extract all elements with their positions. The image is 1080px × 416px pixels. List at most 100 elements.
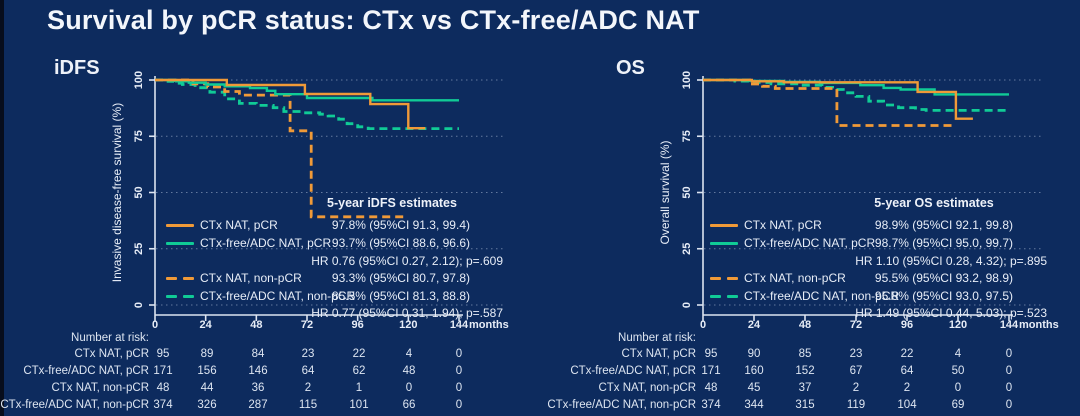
risk-value-os-2-3: 2: [852, 382, 860, 394]
risk-value-os-0-3: 23: [849, 348, 863, 360]
risk-row-label-os-3: CTx-free/ADC NAT, non-pCR: [547, 399, 696, 411]
risk-value-os-2-1: 45: [747, 382, 761, 394]
legend-swatch-solid-teal: [710, 242, 738, 245]
survival-curve-os-2: [703, 78, 956, 127]
risk-value-idfs-2-6: 0: [455, 382, 463, 394]
risk-value-os-0-4: 22: [900, 348, 914, 360]
dash-segment: [727, 295, 738, 298]
legend-label-os-2: CTx NAT, non-pCR: [744, 271, 846, 285]
legend-swatch-dashed-orange: [166, 277, 194, 280]
risk-value-idfs-2-3: 2: [304, 382, 312, 394]
risk-value-idfs-1-5: 48: [402, 365, 416, 377]
risk-value-idfs-0-0: 95: [156, 348, 170, 360]
legend-header-idfs: 5-year iDFS estimates: [327, 196, 457, 210]
dash-segment: [727, 277, 738, 280]
risk-value-os-3-2: 315: [795, 399, 815, 411]
risk-value-os-3-6: 0: [1005, 399, 1013, 411]
x-tick-label: 144: [450, 319, 469, 331]
risk-value-os-0-5: 4: [954, 348, 962, 360]
risk-row-label-os-1: CTx-free/ADC NAT, pCR: [570, 365, 696, 377]
legend-label-idfs-1: CTx-free/ADC NAT, pCR: [200, 236, 332, 250]
legend-swatch-dashed-teal: [710, 295, 738, 298]
risk-value-idfs-3-5: 66: [402, 399, 416, 411]
risk-value-idfs-1-2: 146: [248, 365, 268, 377]
page-title: Survival by pCR status: CTx vs CTx-free/…: [47, 5, 700, 35]
y-tick-label: 75: [681, 130, 693, 142]
y-axis-title: Invasive disease-free survival (%): [110, 103, 124, 282]
panel-title-idfs: iDFS: [54, 57, 100, 79]
risk-row-label-os-2: CTx NAT, non-pCR: [598, 382, 696, 394]
risk-row-label-idfs-3: CTx-free/ADC NAT, non-pCR: [0, 399, 149, 411]
risk-value-os-0-1: 90: [747, 348, 761, 360]
risk-value-idfs-2-5: 0: [405, 382, 413, 394]
risk-value-os-3-1: 344: [744, 399, 764, 411]
estimate-value-os-0: 98.9% (95%CI 92.1, 99.8): [874, 218, 1013, 232]
x-tick-label: 72: [301, 319, 313, 331]
x-tick-label: 24: [200, 319, 213, 331]
dash-segment: [710, 277, 721, 280]
x-tick-label: 120: [949, 319, 967, 331]
hr-text-os-1: HR 1.49 (95%CI 0.44, 5.03); p=.523: [855, 306, 1047, 320]
risk-value-idfs-1-6: 0: [455, 365, 463, 377]
risk-value-os-3-4: 104: [897, 399, 917, 411]
risk-value-idfs-3-0: 374: [153, 399, 173, 411]
risk-value-os-3-3: 119: [846, 399, 866, 411]
dash-segment: [166, 277, 177, 280]
estimate-value-idfs-0: 97.8% (95%CI 91.3, 99.4): [331, 218, 470, 232]
risk-value-idfs-0-6: 0: [455, 348, 463, 360]
line-segment: [710, 224, 738, 227]
legend-swatch-solid-teal: [166, 242, 194, 245]
risk-value-os-2-4: 2: [903, 382, 911, 394]
legend-header-os: 5-year OS estimates: [874, 196, 994, 210]
legend-swatch-solid-orange: [166, 224, 194, 227]
y-tick-label: 100: [681, 71, 693, 89]
x-tick-label: 72: [850, 319, 862, 331]
risk-value-idfs-3-6: 0: [455, 399, 463, 411]
risk-value-os-1-4: 64: [900, 365, 914, 377]
risk-value-idfs-3-3: 115: [298, 399, 318, 411]
x-tick-label: 0: [700, 319, 706, 331]
risk-row-label-idfs-0: CTx NAT, pCR: [74, 348, 149, 360]
risk-value-os-0-0: 95: [704, 348, 718, 360]
y-tick-label: 25: [133, 243, 145, 255]
risk-value-idfs-3-4: 101: [349, 399, 369, 411]
risk-row-label-idfs-1: CTx-free/ADC NAT, pCR: [23, 365, 149, 377]
risk-value-idfs-1-3: 64: [301, 365, 315, 377]
risk-row-label-os-0: CTx NAT, pCR: [621, 348, 696, 360]
slide-edge: [0, 0, 4, 416]
risk-value-idfs-0-4: 22: [352, 348, 366, 360]
estimate-value-os-3: 95.8% (95%CI 93.0, 97.5): [874, 289, 1013, 303]
y-tick-label: 50: [681, 186, 693, 198]
risk-row-label-idfs-2: CTx NAT, non-pCR: [51, 382, 149, 394]
risk-table-header-os: Number at risk:: [618, 332, 696, 344]
legend-swatch-dashed-orange: [710, 277, 738, 280]
legend-label-os-3: CTx-free/ADC NAT, non-pCR: [744, 289, 900, 303]
risk-value-os-1-2: 152: [795, 365, 815, 377]
x-tick-label: 0: [152, 319, 158, 331]
x-tick-label: 48: [250, 319, 262, 331]
risk-value-idfs-0-3: 23: [301, 348, 315, 360]
x-tick-label: 144: [1000, 319, 1019, 331]
legend-label-os-1: CTx-free/ADC NAT, pCR: [744, 236, 876, 250]
risk-value-os-2-6: 0: [1005, 382, 1013, 394]
risk-value-idfs-0-2: 84: [251, 348, 265, 360]
y-tick-label: 100: [133, 71, 145, 89]
line-segment: [166, 242, 194, 245]
y-tick-label: 0: [133, 302, 145, 308]
estimate-value-idfs-2: 93.3% (95%CI 80.7, 97.8): [331, 271, 470, 285]
risk-value-os-2-5: 0: [954, 382, 962, 394]
risk-value-os-3-0: 374: [701, 399, 721, 411]
risk-value-idfs-2-0: 48: [156, 382, 170, 394]
survival-curve-idfs-1: [155, 78, 459, 102]
panel-title-os: OS: [616, 57, 645, 79]
legend-label-os-0: CTx NAT, pCR: [744, 218, 822, 232]
y-tick-label: 25: [681, 243, 693, 255]
risk-value-os-2-0: 48: [704, 382, 718, 394]
risk-value-os-1-6: 0: [1005, 365, 1013, 377]
legend-swatch-dashed-teal: [166, 295, 194, 298]
survival-curve-os-0: [703, 78, 973, 120]
legend-label-idfs-2: CTx NAT, non-pCR: [200, 271, 302, 285]
risk-value-os-3-5: 69: [951, 399, 965, 411]
